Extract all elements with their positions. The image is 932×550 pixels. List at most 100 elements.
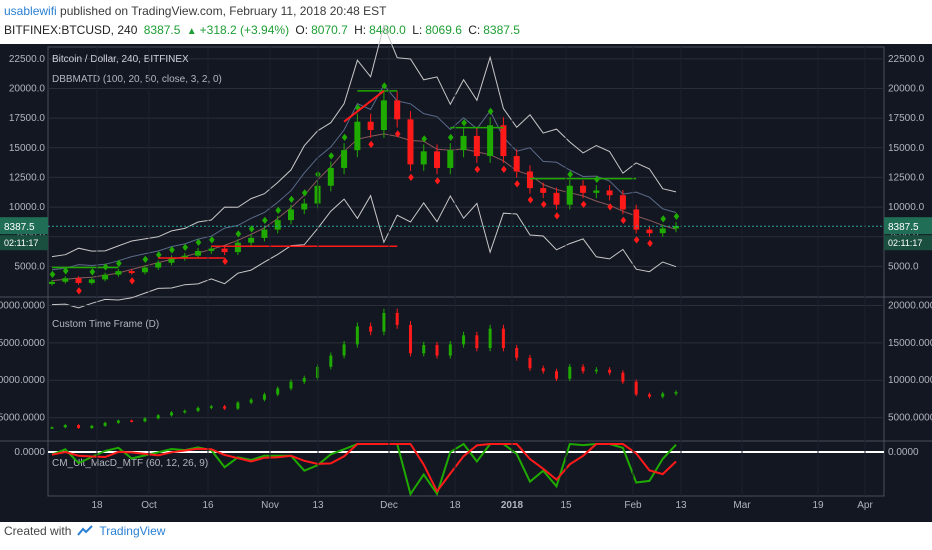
buy-signal-icon: ♦ xyxy=(287,195,296,206)
daily-candle-body xyxy=(568,366,572,379)
candle-body xyxy=(49,281,55,284)
y-tick-label: 10000.0000 xyxy=(888,375,932,386)
daily-candle-body xyxy=(209,406,213,408)
price-label-left: 8387.5 xyxy=(4,222,35,233)
x-tick-label: Apr xyxy=(857,500,873,511)
buy-signal-icon: ♦ xyxy=(207,235,216,246)
buy-signal-icon: ♦ xyxy=(154,250,163,261)
candle-body xyxy=(234,242,241,253)
candle-body xyxy=(540,188,547,193)
daily-candle-body xyxy=(183,410,187,413)
buy-signal-icon: ♦ xyxy=(194,238,203,249)
y-tick-label: 5000.0000 xyxy=(888,413,932,424)
candle-body xyxy=(593,190,600,193)
candle-body xyxy=(115,271,122,275)
daily-candle-body xyxy=(382,312,386,332)
candle-body xyxy=(434,151,441,168)
candle-body xyxy=(62,278,69,282)
candle-body xyxy=(168,258,175,263)
price-label-right-countdown: 02:11:17 xyxy=(888,238,922,248)
y-tick-label: 20000.0 xyxy=(9,84,46,95)
daily-candle-body xyxy=(116,420,120,423)
y-tick-label: 5000.0 xyxy=(14,261,45,272)
y-tick-label: 20000.0000 xyxy=(0,300,45,311)
candle-body xyxy=(500,125,507,157)
sell-signal-icon: ♦ xyxy=(606,202,615,213)
x-tick-label: 2018 xyxy=(501,500,524,511)
sell-signal-icon: ♦ xyxy=(645,239,654,250)
plot-border xyxy=(47,46,885,497)
y-tick-label: 15000.0000 xyxy=(888,338,932,349)
candle-body xyxy=(606,190,613,196)
daily-candle-body xyxy=(302,377,306,382)
daily-candle-body xyxy=(50,427,54,429)
y-tick-label: 10000.0 xyxy=(888,202,925,213)
daily-candle-body xyxy=(674,392,678,394)
sell-signal-icon: ♦ xyxy=(367,140,376,151)
x-tick-label: Nov xyxy=(261,500,279,511)
sell-signal-icon: ♦ xyxy=(526,196,535,207)
y-tick-label: 0.0000 xyxy=(888,447,919,458)
buy-signal-icon: ♦ xyxy=(659,215,668,226)
y-tick-label: 0.0000 xyxy=(14,447,45,458)
daily-candle-body xyxy=(594,369,598,372)
candle-body xyxy=(659,228,666,234)
candle-body xyxy=(155,262,162,268)
daily-candle-body xyxy=(289,381,293,389)
daily-candle-body xyxy=(143,418,147,422)
candle-body xyxy=(367,121,374,130)
buy-signal-icon: ♦ xyxy=(167,245,176,256)
sell-signal-icon: ♦ xyxy=(75,287,84,298)
daily-candle-body xyxy=(130,420,134,423)
buy-signal-icon: ♦ xyxy=(234,229,243,240)
chart-frame[interactable] xyxy=(0,44,932,522)
daily-candle-body xyxy=(555,371,559,379)
buy-signal-icon: ♦ xyxy=(141,255,150,266)
x-tick-label: Mar xyxy=(733,500,751,511)
daily-candle-body xyxy=(236,402,240,409)
buy-signal-icon: ♦ xyxy=(61,266,70,277)
candle-body xyxy=(341,150,348,168)
daily-candle-body xyxy=(169,412,173,416)
y-tick-label: 22500.0 xyxy=(9,54,46,65)
candle-body xyxy=(673,226,679,229)
y-tick-label: 17500.0 xyxy=(9,113,46,124)
candle-body xyxy=(473,135,480,157)
x-tick-label: Oct xyxy=(141,500,157,511)
publish-info: usablewifi published on TradingView.com,… xyxy=(4,4,386,18)
buy-signal-icon: ♦ xyxy=(672,212,681,223)
daily-candle-body xyxy=(488,328,492,349)
x-tick-label: 18 xyxy=(449,500,461,511)
publish-text: published on TradingView.com, February 1… xyxy=(56,4,387,18)
open-label: O: xyxy=(295,23,309,37)
buy-signal-icon: ♦ xyxy=(380,81,389,92)
sell-signal-icon: ♦ xyxy=(632,235,641,246)
buy-signal-icon: ♦ xyxy=(420,134,429,145)
price-label-left-bg xyxy=(0,217,48,235)
buy-signal-icon: ♦ xyxy=(274,206,283,217)
sell-signal-icon: ♦ xyxy=(513,180,522,191)
daily-candle-body xyxy=(90,425,94,429)
daily-candle-body xyxy=(262,394,266,400)
buy-signal-icon: ♦ xyxy=(592,175,601,186)
candle-body xyxy=(327,167,334,186)
y-tick-label: 20000.0000 xyxy=(888,300,932,311)
candle-body xyxy=(301,203,308,210)
candle-body xyxy=(208,248,215,251)
author-link[interactable]: usablewifi xyxy=(4,4,57,18)
symbol-label: BITFINEX:BTCUSD, 240 xyxy=(4,23,138,37)
y-tick-label: 22500.0 xyxy=(888,54,925,65)
tradingview-link[interactable]: TradingView xyxy=(99,524,166,538)
daily-candle-body xyxy=(541,368,545,372)
y-tick-label: 5000.0 xyxy=(888,261,919,272)
daily-candle-body xyxy=(249,399,253,403)
y-tick-label: 15000.0000 xyxy=(0,338,45,349)
y-tick-label: 15000.0 xyxy=(9,143,46,154)
daily-candle-body xyxy=(515,348,519,358)
x-tick-label: 15 xyxy=(560,500,572,511)
daily-candle-body xyxy=(103,422,107,426)
daily-candle-body xyxy=(475,335,479,349)
daily-candle-body xyxy=(329,355,333,367)
daily-candle-body xyxy=(408,324,412,354)
